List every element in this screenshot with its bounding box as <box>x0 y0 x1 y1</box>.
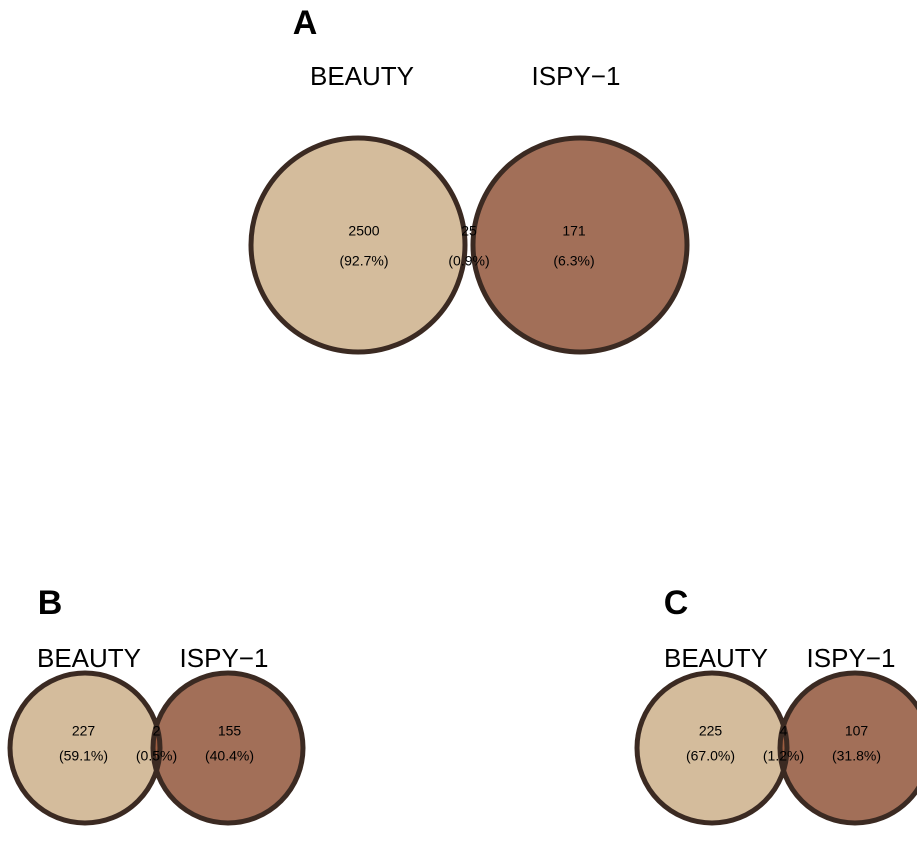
venn-outline <box>634 670 790 826</box>
venn-region <box>153 673 303 823</box>
region-percent: (0.9%) <box>448 253 489 269</box>
region-percent: (1.2%) <box>763 748 804 764</box>
venn-outline <box>7 670 163 826</box>
set-label: BEAUTY <box>664 643 768 673</box>
region-count: 227 <box>72 723 96 739</box>
set-label: ISPY−1 <box>532 61 621 91</box>
region-count: 171 <box>562 223 586 239</box>
region-count: 155 <box>218 723 242 739</box>
panel-label: A <box>293 4 318 42</box>
region-count: 107 <box>845 723 869 739</box>
region-percent: (40.4%) <box>205 748 254 764</box>
region-count: 225 <box>699 723 723 739</box>
venn-outline <box>777 670 917 826</box>
region-percent: (67.0%) <box>686 748 735 764</box>
region-percent: (92.7%) <box>339 253 388 269</box>
region-count: 2500 <box>348 223 379 239</box>
venn-panel: A BEAUTY ISPY−1 2500 (92.7%) 25 (0.9%) 171 (6.3%… <box>248 4 690 355</box>
region-count: 25 <box>461 223 477 239</box>
panel-label: C <box>664 584 689 622</box>
venn-panel: C BEAUTY ISPY−1 225 (67.0%) 4 (1.2%) 107 (31.8%) <box>634 584 917 826</box>
region-percent: (6.3%) <box>553 253 594 269</box>
region-count: 4 <box>780 723 788 739</box>
venn-outline <box>470 135 690 355</box>
venn-region <box>473 138 687 352</box>
venn-region <box>10 673 160 823</box>
venn-region <box>637 673 787 823</box>
region-percent: (59.1%) <box>59 748 108 764</box>
set-label: BEAUTY <box>310 61 414 91</box>
set-label: BEAUTY <box>37 643 141 673</box>
region-count: 2 <box>153 723 161 739</box>
venn-outline <box>150 670 306 826</box>
venn-region <box>251 138 465 352</box>
region-percent: (0.5%) <box>136 748 177 764</box>
region-percent: (31.8%) <box>832 748 881 764</box>
venn-panel: B BEAUTY ISPY−1 227 (59.1%) 2 (0.5%) 155 (40.4%) <box>7 584 306 826</box>
venn-outline <box>248 135 468 355</box>
set-label: ISPY−1 <box>807 643 896 673</box>
panel-label: B <box>38 584 63 622</box>
venn-region <box>780 673 917 823</box>
set-label: ISPY−1 <box>180 643 269 673</box>
